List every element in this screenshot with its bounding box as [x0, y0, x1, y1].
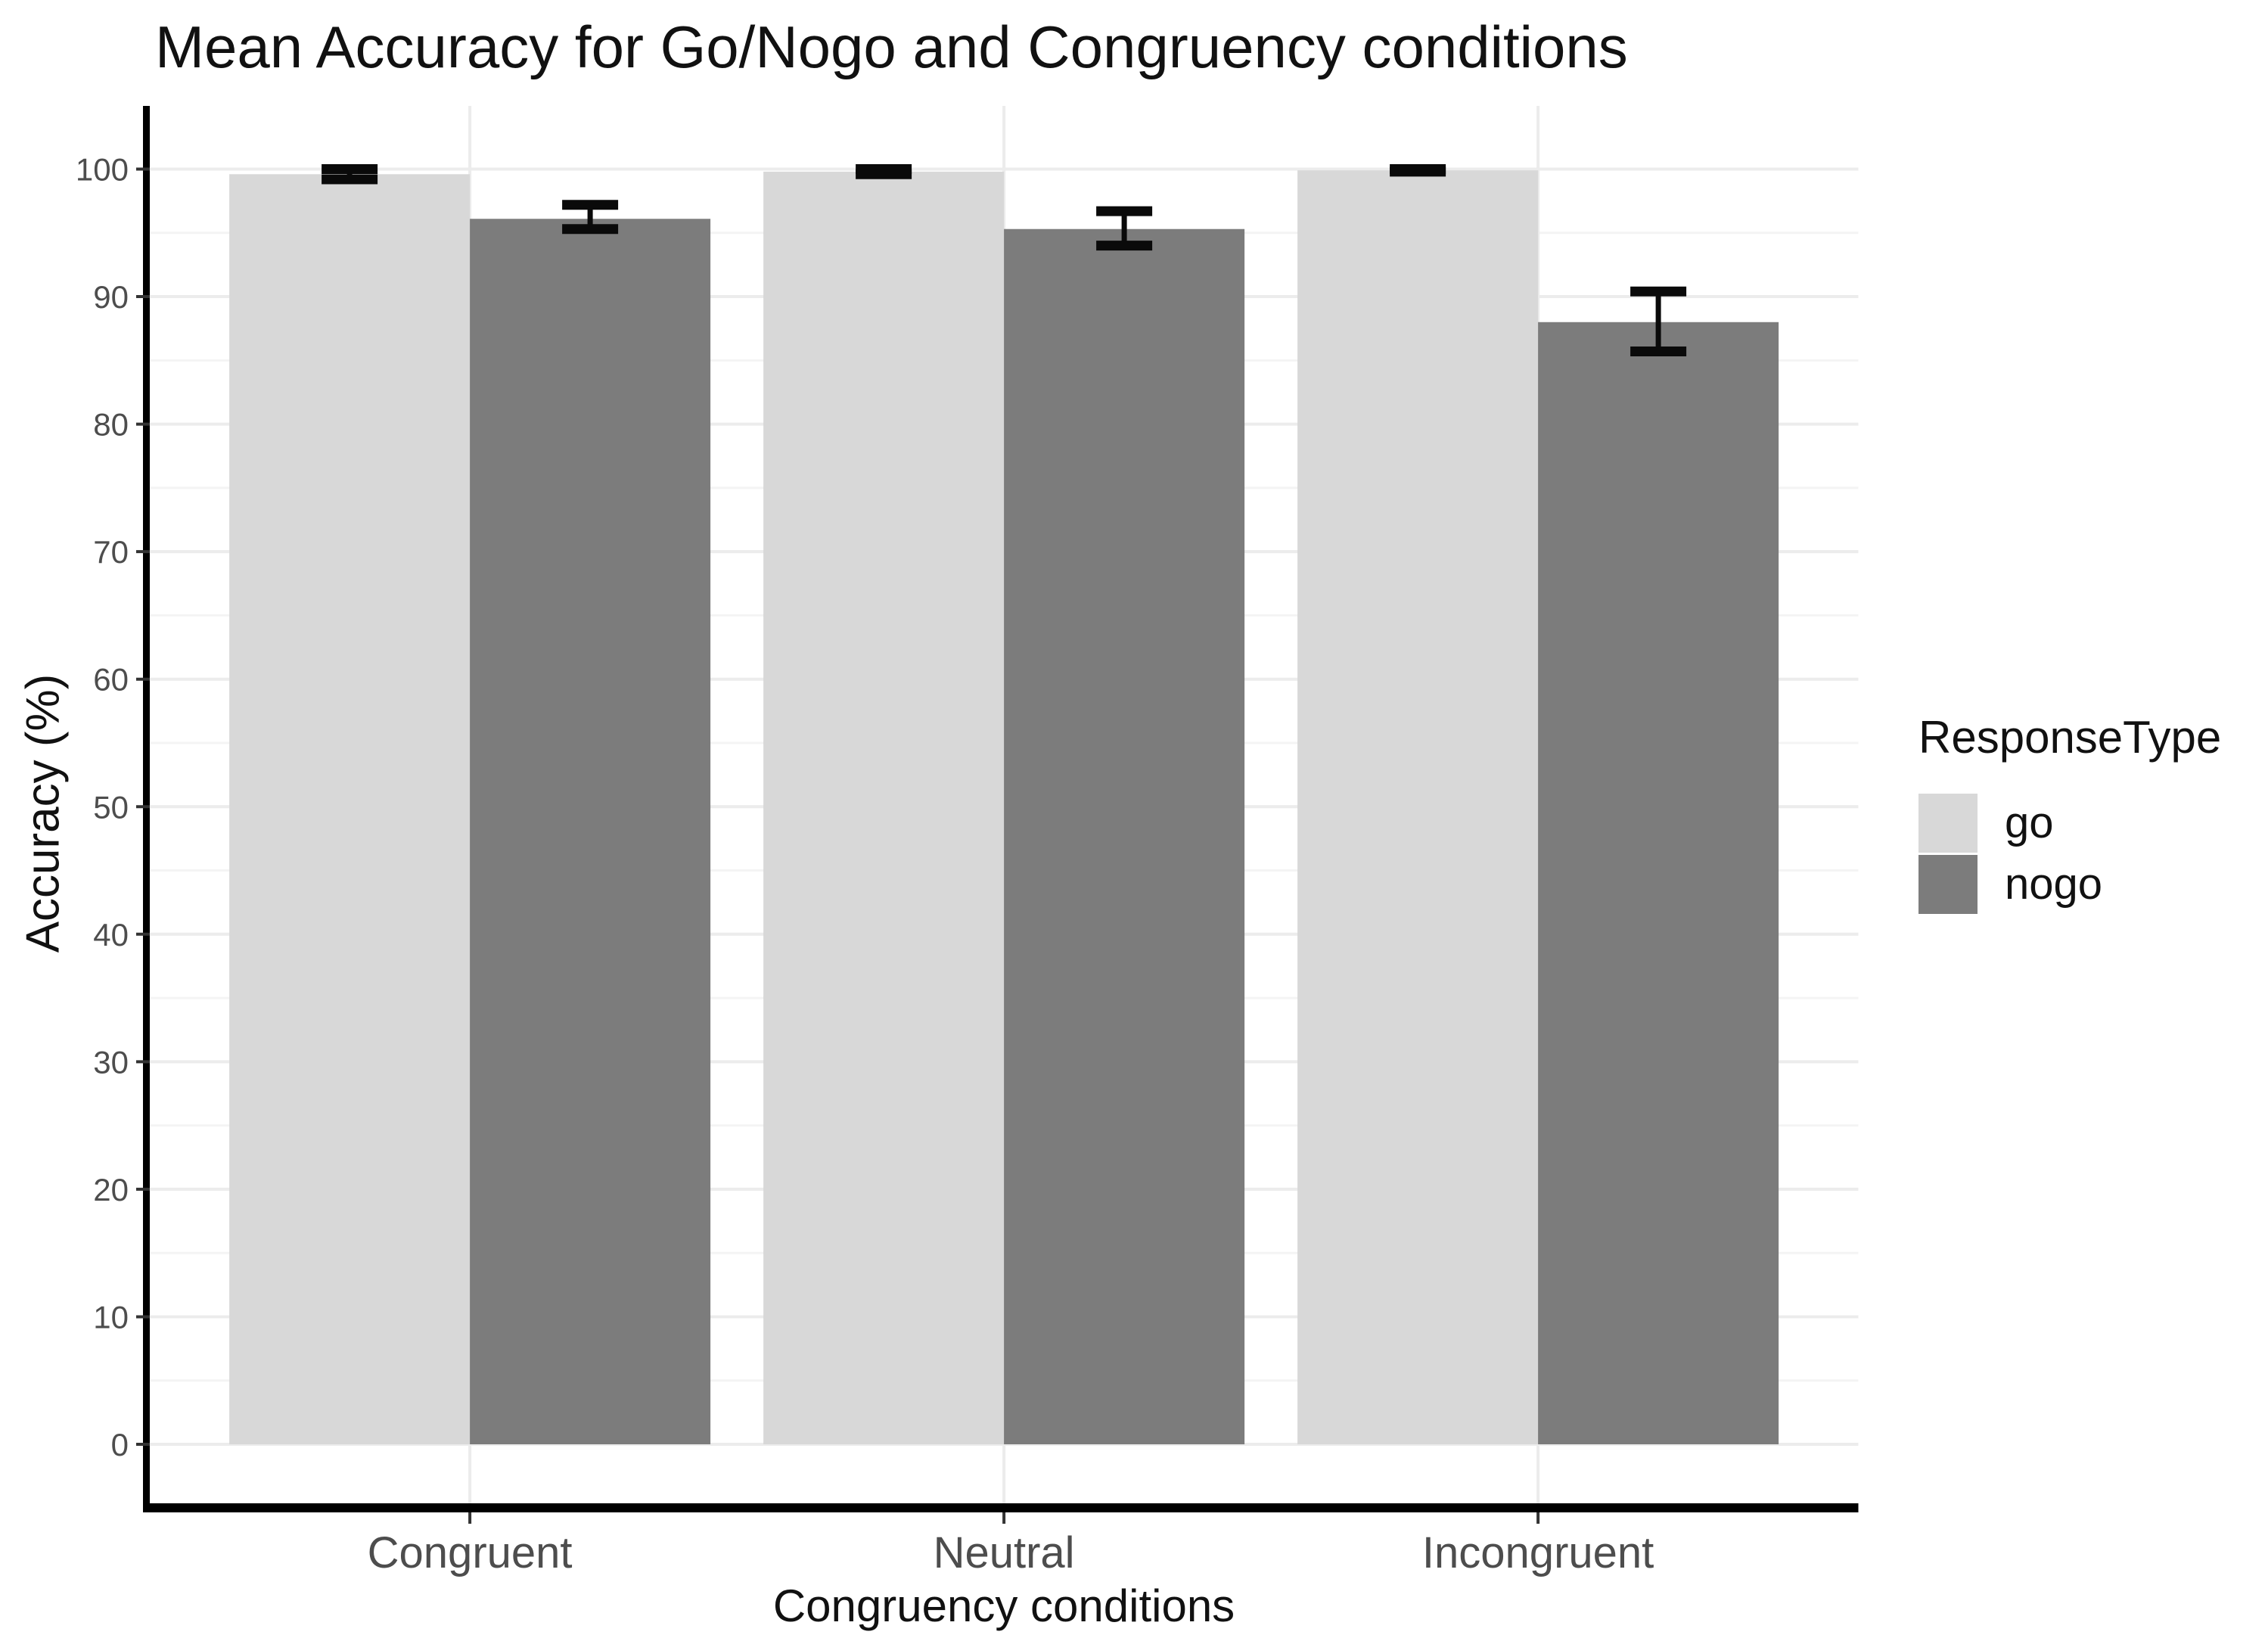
y-tick-label: 70	[93, 534, 129, 570]
y-axis-line	[143, 106, 150, 1512]
legend-item-go: go	[1918, 792, 2221, 853]
x-axis-title: Congruency conditions	[772, 1580, 1235, 1631]
legend-label-go: go	[2005, 798, 2054, 847]
y-tick-label: 40	[93, 917, 129, 953]
y-tick-label: 90	[93, 279, 129, 315]
y-tick-label: 10	[93, 1299, 129, 1335]
bar-go-congruent	[229, 174, 471, 1445]
x-axis-line	[143, 1503, 1859, 1512]
legend-swatch-go	[1918, 793, 1978, 853]
bar-go-neutral	[763, 171, 1005, 1445]
x-tick-label-congruent: Congruent	[368, 1528, 573, 1577]
bar-nogo-congruent	[470, 219, 711, 1444]
legend: ResponseType go nogo	[1918, 711, 2221, 915]
y-tick-label: 50	[93, 789, 129, 825]
y-tick-label: 80	[93, 407, 129, 443]
bar-nogo-incongruent	[1538, 322, 1779, 1444]
bar-nogo-neutral	[1004, 228, 1245, 1444]
y-tick-label: 100	[76, 152, 129, 188]
y-tick-label: 0	[111, 1427, 129, 1462]
x-tick-label-incongruent: Incongruent	[1422, 1528, 1654, 1577]
y-tick-label: 60	[93, 662, 129, 698]
y-tick-label: 30	[93, 1044, 129, 1080]
bar-go-incongruent	[1297, 170, 1539, 1444]
legend-label-nogo: nogo	[2005, 859, 2103, 909]
legend-item-nogo: nogo	[1918, 853, 2221, 915]
legend-title: ResponseType	[1918, 712, 2222, 763]
x-tick-label-neutral: Neutral	[934, 1528, 1075, 1577]
y-tick-label: 20	[93, 1172, 129, 1207]
chart-title: Mean Accuracy for Go/Nogo and Congruency…	[155, 14, 1628, 80]
legend-swatch-nogo	[1918, 854, 1978, 914]
